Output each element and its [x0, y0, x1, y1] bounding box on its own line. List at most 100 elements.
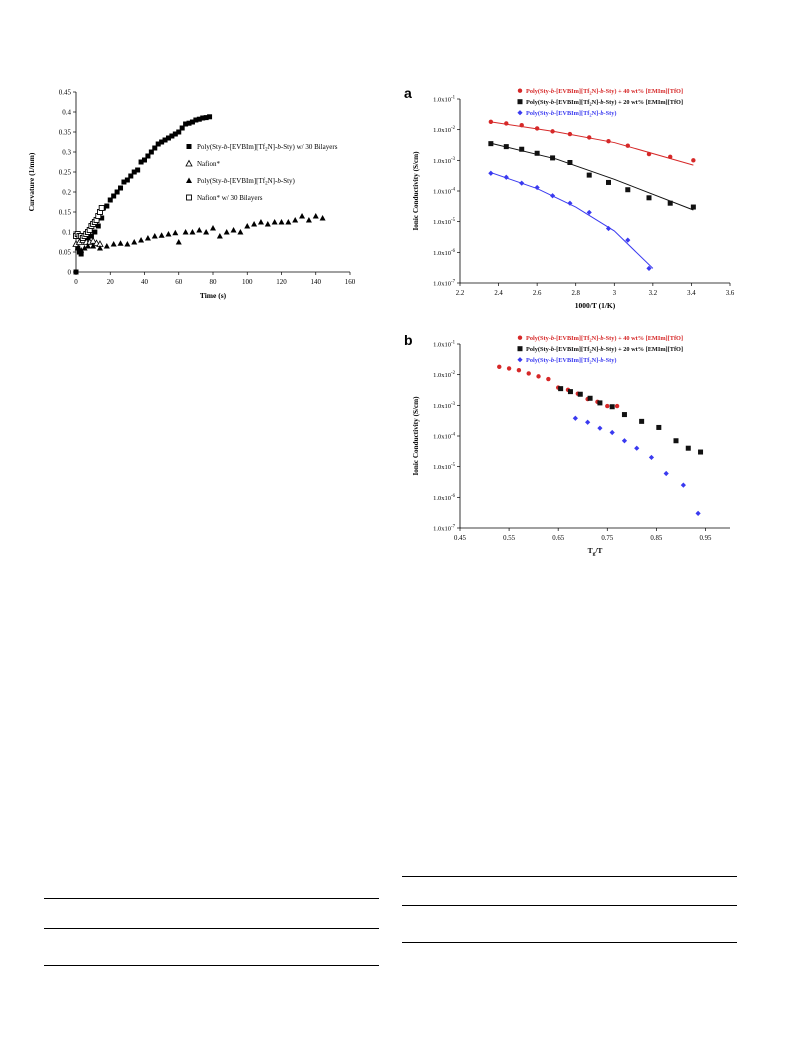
data-point [138, 237, 145, 243]
data-point [550, 129, 555, 134]
conductivity-chart-b: b 1.0x10-7 1.0x10-6 1.0x10-5 1.0x10-4 1.0x10-… [404, 332, 730, 557]
x-tick-label: 0 [74, 278, 78, 286]
data-point [536, 374, 541, 379]
legend-label: Nafion* w/ 30 Bilayers [197, 194, 263, 202]
data-point [172, 229, 179, 236]
y-tick-label: 1.0x10-5 [433, 463, 455, 471]
legend-label: Poly(Sty-b-[EVBIm][Tf2N]-b-Sty) + 20 wt%… [526, 346, 683, 354]
data-point [278, 219, 285, 225]
data-point [151, 233, 158, 239]
fit-line [490, 121, 694, 166]
data-point [142, 157, 147, 163]
data-point [244, 223, 251, 229]
legend-label: Nafion* [197, 160, 220, 168]
data-point [124, 177, 130, 183]
data-point [534, 126, 540, 131]
x-tick-label: 60 [175, 278, 183, 286]
data-point [299, 213, 306, 219]
data-point [519, 146, 525, 152]
y-tick-label: 0.1 [62, 229, 71, 237]
data-point [546, 376, 551, 382]
data-point [74, 245, 81, 251]
data-point [567, 131, 573, 137]
y-tick-label: 0.35 [59, 129, 72, 137]
fit-line [490, 142, 694, 211]
data-point [621, 438, 628, 444]
data-point [606, 179, 611, 185]
data-point [152, 145, 158, 151]
data-point [175, 239, 182, 245]
data-point [526, 371, 531, 376]
y-axis-label: Ionic Conductivity (S/cm) [412, 151, 420, 231]
curvature-chart-panel: 0 0.05 0.1 0.15 0.2 0.25 0.3 0.35 0.4 0.45 0 20 40 60… [20, 70, 390, 310]
data-point [597, 400, 603, 406]
x-tick-label: 0.85 [650, 535, 662, 542]
data-point [673, 438, 679, 444]
y-tick-label: 1.0x10-3 [433, 157, 455, 165]
data-point [680, 482, 686, 488]
data-point [99, 215, 105, 221]
data-point [634, 445, 640, 451]
data-point [189, 119, 195, 125]
legend-label: Poly(Sty-b-[EVBIm][Tf2N]-b-Sty) + 20 wt%… [526, 99, 683, 107]
data-point [625, 237, 631, 243]
y-tick-label: 0 [68, 269, 72, 277]
conductivity-chart-b-panel: b 1.0x10-7 1.0x10-6 1.0x10-5 1.0x10-4 1.0x10-… [398, 325, 768, 560]
x-tick-label: 0.55 [503, 535, 515, 542]
data-point [216, 233, 223, 239]
data-point [606, 139, 611, 144]
data-point [639, 418, 645, 424]
data-point [73, 269, 79, 275]
y-tick-label: 0.4 [62, 109, 71, 117]
legend-marker [186, 194, 192, 201]
fit-line [490, 172, 654, 269]
data-point [169, 133, 175, 139]
data-point [155, 141, 161, 147]
data-point [519, 122, 524, 128]
legend-label: Poly(Sty-b-[EVBIm][Tf2N]-b-Sty) w/ 30 Bi… [197, 143, 338, 153]
data-point [92, 229, 98, 235]
y-tick-label: 0.25 [59, 169, 72, 177]
legend-label: Poly(Sty-b-[EVBIm][Tf2N]-b-Sty) + 40 wt%… [526, 88, 683, 96]
legend-label: Poly(Sty-b-[EVBIm][Tf2N]-b-Sty) [197, 177, 296, 187]
data-point [189, 229, 196, 235]
data-point [162, 137, 168, 143]
data-point [96, 245, 103, 251]
x-tick-label: 0.45 [454, 535, 466, 542]
data-point [88, 233, 94, 239]
data-point [223, 229, 230, 235]
x-tick-label: 3.6 [726, 290, 735, 297]
x-tick-label: 3.4 [687, 290, 696, 297]
data-point [577, 391, 583, 397]
data-point [114, 189, 120, 195]
legend-marker [517, 110, 523, 116]
y-tick-label: 1.0x10-6 [433, 249, 455, 257]
data-point [534, 150, 540, 156]
data-point [534, 184, 540, 191]
data-point [84, 243, 91, 249]
data-point [558, 386, 564, 392]
data-point [285, 219, 292, 225]
y-tick-label: 1.0x10-5 [433, 218, 455, 226]
legend-marker [186, 144, 192, 149]
y-tick-label: 1.0x10-1 [433, 341, 455, 349]
data-point [663, 470, 669, 477]
conductivity-chart-a-panel: a 1.0x10-7 1.0x10-6 1.0x10-5 1.0x10-4 1.0x10-… [398, 78, 768, 323]
curvature-chart: 0 0.05 0.1 0.15 0.2 0.25 0.3 0.35 0.4 0.45 0 20 40 60… [27, 89, 356, 301]
x-tick-label: 100 [242, 278, 253, 286]
data-point [586, 172, 592, 178]
data-point [159, 139, 165, 145]
conductivity-chart-a: a 1.0x10-7 1.0x10-6 1.0x10-5 1.0x10-4 1.0x10-… [404, 85, 735, 310]
data-point [646, 195, 652, 201]
data-point [257, 219, 264, 225]
data-point [586, 209, 592, 216]
x-tick-label: 140 [311, 278, 322, 286]
data-point [519, 180, 525, 186]
data-point [609, 429, 615, 436]
data-point [646, 265, 652, 271]
data-point [567, 389, 573, 395]
data-point [95, 223, 101, 229]
data-point [605, 225, 612, 232]
data-point [182, 229, 189, 235]
x-tick-label: 20 [107, 278, 115, 286]
